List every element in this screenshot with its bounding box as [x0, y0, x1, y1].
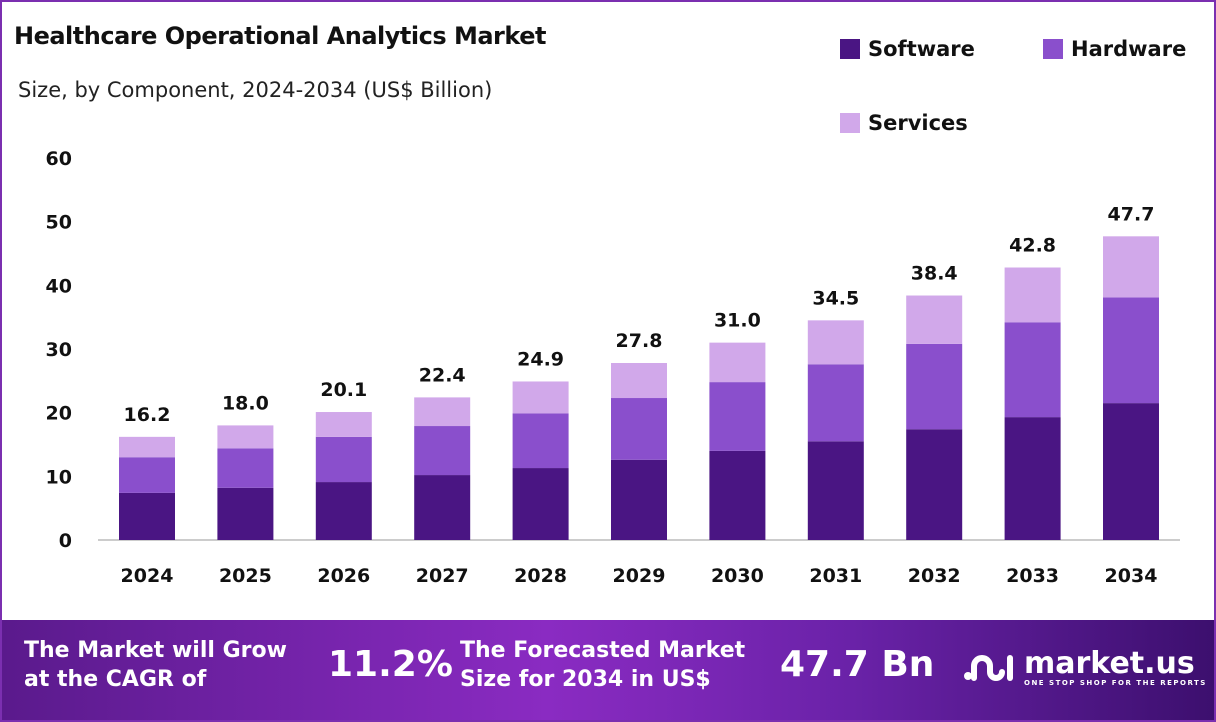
bar-software [217, 487, 274, 540]
bar-services [611, 363, 667, 399]
x-tick-label: 2031 [809, 565, 862, 587]
x-tick-label: 2026 [317, 565, 370, 587]
y-tick-label: 40 [46, 275, 72, 297]
bar-services [217, 425, 274, 449]
bar-software [906, 429, 963, 540]
x-tick-label: 2028 [514, 565, 567, 587]
bar-hardware [1103, 297, 1159, 404]
y-tick-label: 60 [46, 148, 72, 170]
x-tick-label: 2034 [1105, 565, 1158, 587]
total-label: 27.8 [616, 330, 663, 352]
bar-services [512, 381, 569, 414]
total-label: 42.8 [1009, 235, 1056, 257]
x-tick-label: 2032 [908, 565, 961, 587]
legend-services: Services [840, 111, 968, 135]
total-label: 34.5 [812, 287, 859, 309]
bar-hardware [807, 364, 864, 442]
y-tick-label: 50 [46, 212, 72, 234]
bar-software [709, 450, 766, 540]
bar-services [315, 412, 372, 437]
bar-software [119, 492, 175, 540]
bar-services [807, 320, 864, 365]
bar-software [611, 459, 667, 540]
total-label: 47.7 [1108, 203, 1155, 225]
total-label: 22.4 [419, 364, 466, 386]
forecast-label: The Forecasted Market Size for 2034 in US… [460, 638, 746, 692]
bar-hardware [217, 448, 274, 488]
bar-hardware [906, 343, 963, 430]
total-label: 20.1 [320, 379, 367, 401]
bar-software [414, 475, 471, 540]
forecast-value: 47.7 Bn [780, 644, 935, 685]
y-tick-label: 20 [46, 403, 72, 425]
bar-services [1103, 236, 1159, 298]
legend-swatch-hardware [1043, 39, 1063, 59]
bar-hardware [1004, 322, 1061, 418]
legend-hardware: Hardware [1043, 37, 1186, 61]
total-label: 18.0 [222, 392, 269, 414]
bar-hardware [414, 426, 471, 476]
x-tick-label: 2027 [416, 565, 469, 587]
bar-software [1103, 403, 1159, 540]
chart-title: Healthcare Operational Analytics Market [14, 22, 546, 50]
bar-services [119, 436, 175, 458]
legend-label: Software [868, 37, 975, 61]
logo-icon [964, 655, 1013, 681]
legend-swatch-software [840, 39, 860, 59]
cagr-value: 11.2% [328, 644, 453, 685]
y-tick-label: 0 [59, 530, 72, 552]
total-label: 31.0 [714, 310, 761, 332]
legend-label: Hardware [1071, 37, 1187, 61]
legend-swatch-services [840, 113, 860, 133]
bar-services [414, 397, 471, 427]
bar-hardware [512, 413, 569, 469]
total-label: 38.4 [911, 263, 958, 285]
bar-software [807, 441, 864, 540]
bar-software [512, 468, 569, 540]
bar-services [709, 342, 766, 383]
bar-services [1004, 267, 1061, 323]
chart-subtitle: Size, by Component, 2024-2034 (US$ Billi… [18, 78, 493, 102]
chart-plot: 010203040506016.2202418.0202520.1202622.… [46, 148, 1180, 587]
cagr-label: The Market will Grow at the CAGR of [24, 638, 287, 692]
x-tick-label: 2029 [613, 565, 666, 587]
y-tick-label: 30 [46, 339, 72, 361]
bar-hardware [611, 398, 667, 460]
bar-services [906, 295, 963, 344]
bar-hardware [315, 436, 372, 483]
bar-software [1004, 417, 1061, 540]
bar-hardware [119, 457, 175, 493]
legend-label: Services [868, 111, 968, 135]
x-tick-label: 2030 [711, 565, 764, 587]
bar-hardware [709, 382, 766, 451]
market-us-logo: market.us ONE STOP SHOP FOR THE REPORTS [962, 648, 1207, 688]
x-tick-label: 2033 [1006, 565, 1059, 587]
legend-software: Software [840, 37, 975, 61]
y-tick-label: 10 [46, 466, 72, 488]
x-tick-label: 2025 [219, 565, 272, 587]
bar-software [315, 482, 372, 540]
footer-banner: The Market will Grow at the CAGR of 11.2%… [0, 620, 1216, 722]
total-label: 16.2 [124, 404, 171, 426]
x-tick-label: 2024 [121, 565, 174, 587]
total-label: 24.9 [517, 348, 564, 370]
